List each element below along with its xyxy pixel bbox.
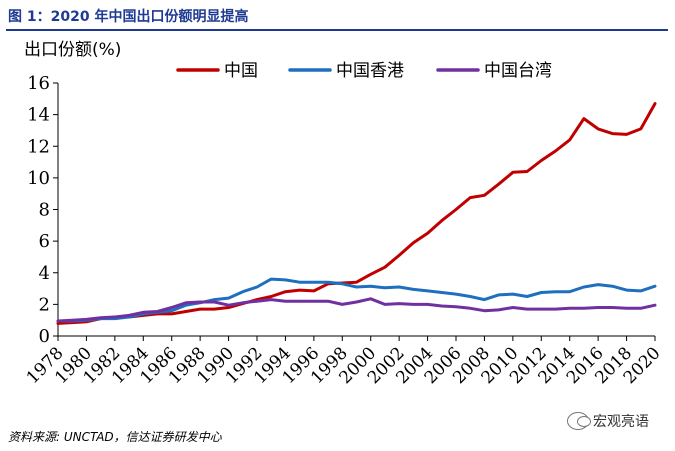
y-tick-label: 8: [39, 200, 50, 221]
y-axis-label: 出口份额(%): [24, 40, 121, 60]
watermark-text: 宏观亮语: [593, 414, 649, 430]
legend: 中国 中国香港 中国台湾: [176, 61, 552, 81]
y-tick-label: 4: [39, 263, 50, 284]
y-tick-label: 12: [27, 136, 50, 157]
watermark: 宏观亮语: [567, 411, 649, 431]
legend-label: 中国台湾: [484, 61, 552, 81]
series-layer: [56, 102, 657, 325]
legend-label: 中国: [224, 61, 258, 81]
chat-bubble-icon: [567, 412, 591, 430]
legend-label: 中国香港: [336, 61, 404, 81]
series-line-0: [56, 102, 657, 325]
y-tick-label: 6: [39, 231, 50, 252]
title-rule: [6, 29, 668, 31]
y-tick-label: 14: [27, 105, 50, 126]
y-tick-label: 10: [27, 168, 50, 189]
figure-title: 图 1：2020 年中国出口份额明显提高: [8, 9, 249, 25]
series-line-1: [56, 277, 657, 323]
y-tick-label: 16: [27, 73, 50, 94]
axes: 0246810121416197819801982198419861988199…: [23, 73, 665, 388]
series-line-2: [56, 297, 657, 323]
source-note: 资料来源: UNCTAD，信达证券研发中心: [8, 430, 222, 444]
y-tick-label: 0: [39, 326, 50, 347]
y-tick-label: 2: [39, 294, 50, 315]
